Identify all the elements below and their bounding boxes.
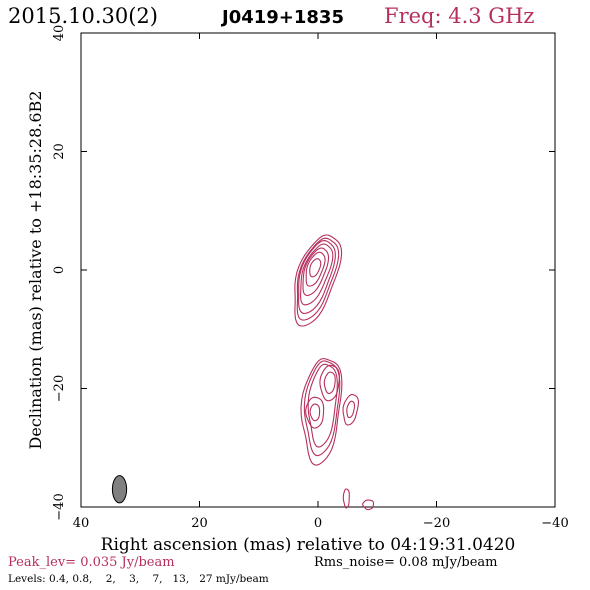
y-tick-label: −40 xyxy=(52,493,67,520)
knot-contour xyxy=(346,400,356,419)
y-tick-label: 40 xyxy=(52,25,67,42)
jet-contour xyxy=(307,363,338,448)
core-contour xyxy=(305,251,326,287)
knot-contour xyxy=(305,396,325,429)
levels-text: Levels: 0.4, 0.8, 2, 3, 7, 13, 27 mJy/be… xyxy=(8,573,269,585)
y-tick-label: −20 xyxy=(52,375,67,402)
core-contour xyxy=(300,243,334,306)
y-tick-label: 0 xyxy=(52,266,67,274)
peak-level-text: Peak_lev= 0.035 Jy/beam xyxy=(8,555,175,570)
faint-contour xyxy=(362,499,375,511)
knot-contour xyxy=(323,371,336,394)
frequency-label: Freq: 4.3 GHz xyxy=(384,4,534,28)
beam-ellipse xyxy=(111,475,128,504)
knot-contour xyxy=(319,364,340,402)
x-tick-label: −20 xyxy=(423,516,450,531)
source-title: J0419+1835 xyxy=(220,7,344,28)
knot-contour xyxy=(342,393,360,426)
y-tick-label: 20 xyxy=(52,143,67,160)
beam-group xyxy=(111,475,128,504)
x-axis-label: Right ascension (mas) relative to 04:19:… xyxy=(101,535,516,555)
rms-noise-text: Rms_noise= 0.08 mJy/beam xyxy=(314,555,497,570)
tick-labels: 40 20 0 −20 −40 −40 −20 0 20 40 xyxy=(52,25,569,531)
x-tick-label: 40 xyxy=(73,516,90,531)
y-axis-label: Declination (mas) relative to +18:35:28.… xyxy=(26,91,45,450)
core-contour xyxy=(298,240,336,314)
jet-contour xyxy=(300,357,343,466)
core-contour xyxy=(294,234,343,327)
jet-contour xyxy=(303,360,341,457)
x-tick-label: 20 xyxy=(191,516,208,531)
axis-ticks xyxy=(80,32,556,508)
core-contour xyxy=(309,258,322,278)
x-tick-label: 0 xyxy=(314,516,322,531)
plot-frame xyxy=(80,32,556,508)
x-tick-label: −40 xyxy=(541,516,568,531)
core-contour xyxy=(302,247,330,296)
contour-lines xyxy=(294,234,375,511)
core-contour xyxy=(296,237,340,321)
date-label: 2015.10.30(2) xyxy=(8,4,158,28)
knot-contour xyxy=(309,403,321,422)
faint-contour xyxy=(342,488,350,509)
